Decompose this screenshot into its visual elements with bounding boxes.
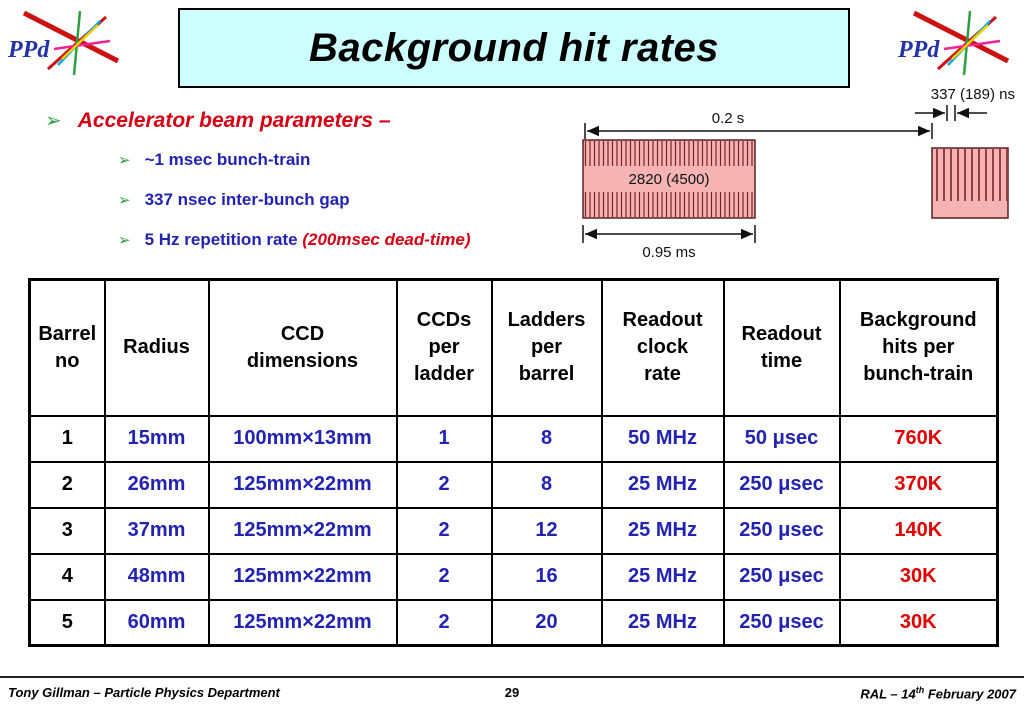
table-cell: 250 μsec: [722, 552, 841, 601]
table-cell: 100mm×13mm: [207, 414, 398, 463]
train-gap-label: 0.2 s: [712, 110, 745, 127]
table-cell: 4: [28, 552, 106, 601]
page-title: Background hit rates: [308, 25, 720, 70]
table-cell: 50 μsec: [722, 414, 841, 463]
footer-author: Tony Gillman – Particle Physics Departme…: [8, 685, 280, 700]
bullet-bunch-train: ➢ ~1 msec bunch-train: [118, 150, 310, 170]
table-row: 4 48mm 125mm×22mm 2 16 25 MHz 250 μsec 3…: [28, 552, 999, 601]
table-row: 5 60mm 125mm×22mm 2 20 25 MHz 250 μsec 3…: [28, 598, 999, 647]
arrow-bullet-icon: ➢: [118, 152, 131, 169]
table-cell: 125mm×22mm: [207, 460, 398, 509]
table-cell: 20: [490, 598, 603, 647]
table-cell: 8: [490, 460, 603, 509]
table-cell: 25 MHz: [600, 552, 725, 601]
table-header-cell: CCD dimensions: [207, 278, 398, 417]
table-header-cell: Ladders per barrel: [490, 278, 603, 417]
bullet-inter-bunch-gap: ➢ 337 nsec inter-bunch gap: [118, 190, 350, 210]
arrow-bullet-icon: ➢: [118, 232, 131, 249]
bunches-count-label: 2820 (4500): [629, 171, 710, 188]
table-row: 2 26mm 125mm×22mm 2 8 25 MHz 250 μsec 37…: [28, 460, 999, 509]
table-cell: 250 μsec: [722, 598, 841, 647]
table-cell: 1: [395, 414, 493, 463]
table-row: 1 15mm 100mm×13mm 1 8 50 MHz 50 μsec 760…: [28, 414, 999, 463]
table-cell: 30K: [838, 598, 999, 647]
ppd-logo-right: PPd: [897, 10, 1010, 76]
table-cell: 5: [28, 598, 106, 647]
bunch-spacing-label: 337 (189) ns: [931, 86, 1015, 103]
ppd-logo-text: PPd: [7, 37, 50, 63]
footer-divider: [0, 676, 1024, 678]
table-header-cell: Readout time: [722, 278, 841, 417]
train-length-label: 0.95 ms: [642, 244, 695, 261]
ppd-logo-text: PPd: [897, 37, 940, 63]
page-number: 29: [504, 685, 520, 700]
table-cell: 3: [28, 506, 106, 555]
table-cell: 370K: [838, 460, 999, 509]
table-cell: 25 MHz: [600, 506, 725, 555]
table-cell: 125mm×22mm: [207, 598, 398, 647]
footer-date-ordinal: th: [915, 685, 925, 695]
hit-rates-table: Barrel no Radius CCD dimensions CCDs per…: [28, 278, 999, 647]
table-cell: 1: [28, 414, 106, 463]
table-row: 3 37mm 125mm×22mm 2 12 25 MHz 250 μsec 1…: [28, 506, 999, 555]
table-cell: 125mm×22mm: [207, 552, 398, 601]
table-cell: 125mm×22mm: [207, 506, 398, 555]
table-cell: 2: [28, 460, 106, 509]
bullet-sub-text: 337 nsec inter-bunch gap: [144, 190, 350, 209]
table-cell: 250 μsec: [722, 460, 841, 509]
footer-venue-date: RAL – 14th February 2007: [860, 685, 1016, 701]
table-cell: 30K: [838, 552, 999, 601]
table-header-cell: Readout clock rate: [600, 278, 725, 417]
arrow-bullet-icon: ➢: [118, 192, 131, 209]
table-cell: 12: [490, 506, 603, 555]
table-cell: 760K: [838, 414, 999, 463]
table-cell: 37mm: [103, 506, 210, 555]
bullet-sub-text: 5 Hz repetition rate: [144, 230, 303, 249]
table-header-cell: Background hits per bunch-train: [838, 278, 999, 417]
table-cell: 48mm: [103, 552, 210, 601]
table-header-cell: Barrel no: [28, 278, 106, 417]
table-header-row: Barrel no Radius CCD dimensions CCDs per…: [28, 278, 999, 417]
table-cell: 25 MHz: [600, 598, 725, 647]
arrow-bullet-icon: ➢: [45, 110, 62, 132]
bullet-sub-text-deadtime: (200msec dead-time): [302, 230, 471, 249]
bunch-train-diagram: 337 (189) ns 0.2 s 2820 (4500) 0.95 ms: [582, 86, 1015, 261]
footer-date-suffix: February 2007: [924, 686, 1016, 702]
table-cell: 26mm: [103, 460, 210, 509]
table-header-cell: CCDs per ladder: [395, 278, 493, 417]
table-cell: 2: [395, 552, 493, 601]
table-cell: 16: [490, 552, 603, 601]
bullet-repetition-rate: ➢ 5 Hz repetition rate (200msec dead-time…: [118, 230, 471, 250]
footer-date-prefix: RAL – 14: [860, 686, 916, 702]
bullet-accelerator-params: ➢ Accelerator beam parameters –: [45, 108, 391, 133]
table-cell: 2: [395, 460, 493, 509]
bullet-sub-text: ~1 msec bunch-train: [144, 150, 311, 169]
table-cell: 8: [490, 414, 603, 463]
table-cell: 60mm: [103, 598, 210, 647]
table-header-cell: Radius: [103, 278, 210, 417]
slide-title-box: Background hit rates: [178, 8, 850, 88]
table-cell: 15mm: [103, 414, 210, 463]
ppd-logo-left: PPd: [7, 10, 120, 76]
table-cell: 250 μsec: [722, 506, 841, 555]
table-cell: 2: [395, 506, 493, 555]
bullet-main-text: Accelerator beam parameters –: [77, 109, 391, 132]
table-cell: 2: [395, 598, 493, 647]
table-cell: 50 MHz: [600, 414, 725, 463]
table-cell: 140K: [838, 506, 999, 555]
table-cell: 25 MHz: [600, 460, 725, 509]
